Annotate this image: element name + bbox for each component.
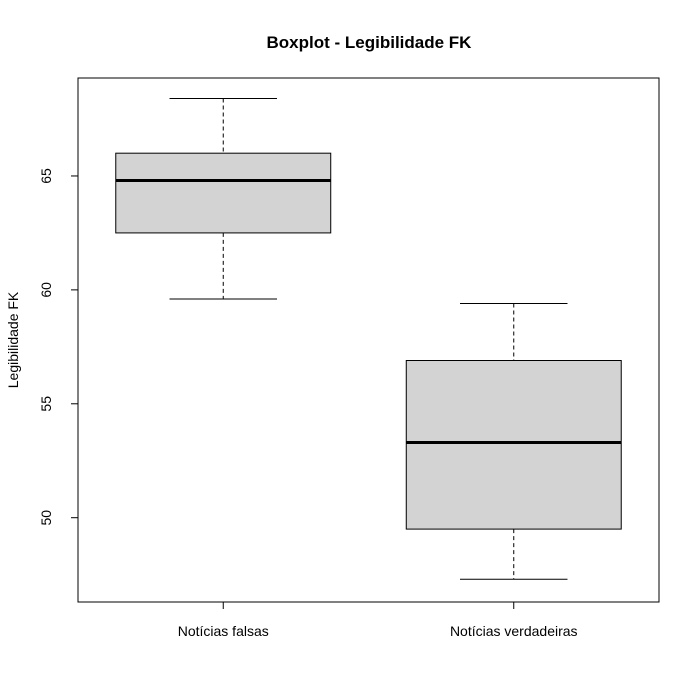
- y-axis-label: Legibilidade FK: [5, 291, 21, 388]
- x-tick-label: Notícias verdadeiras: [450, 623, 578, 639]
- box-group: [405, 303, 622, 580]
- box-group: [115, 98, 332, 300]
- y-tick-label: 50: [38, 510, 54, 526]
- iqr-box: [405, 360, 622, 530]
- plot-frame: [77, 77, 660, 603]
- chart-title: Boxplot - Legibilidade FK: [267, 33, 473, 52]
- y-tick-label: 60: [38, 282, 54, 298]
- x-axis: Notícias falsas Notícias verdadeiras: [178, 602, 578, 639]
- x-tick-label: Notícias falsas: [178, 623, 269, 639]
- y-axis: 50 55 60 65: [38, 168, 78, 526]
- y-tick-label: 65: [38, 168, 54, 184]
- y-tick-label: 55: [38, 396, 54, 412]
- boxes: [115, 98, 622, 580]
- iqr-box: [115, 152, 332, 234]
